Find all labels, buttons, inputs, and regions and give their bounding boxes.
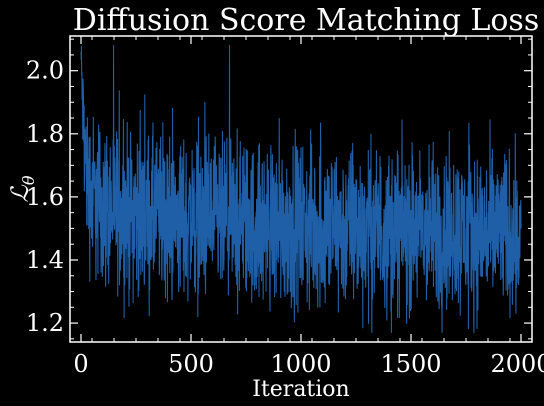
x-tick-label: 1500 xyxy=(380,350,441,378)
y-axis-label-subscript: θ xyxy=(19,175,38,185)
x-tick-label: 0 xyxy=(73,350,88,378)
x-tick-label: 500 xyxy=(168,350,214,378)
y-tick-label: 2.0 xyxy=(26,57,64,85)
x-tick-label: 2000 xyxy=(490,350,544,378)
y-tick-label: 1.2 xyxy=(26,309,64,337)
y-tick-label: 1.4 xyxy=(26,246,64,274)
chart-title: Diffusion Score Matching Loss xyxy=(73,3,539,38)
y-axis-label-main: ℒ xyxy=(6,184,34,202)
y-tick-label: 1.8 xyxy=(26,120,64,148)
x-axis-label: Iteration xyxy=(252,377,349,402)
x-tick-label: 1000 xyxy=(270,350,331,378)
